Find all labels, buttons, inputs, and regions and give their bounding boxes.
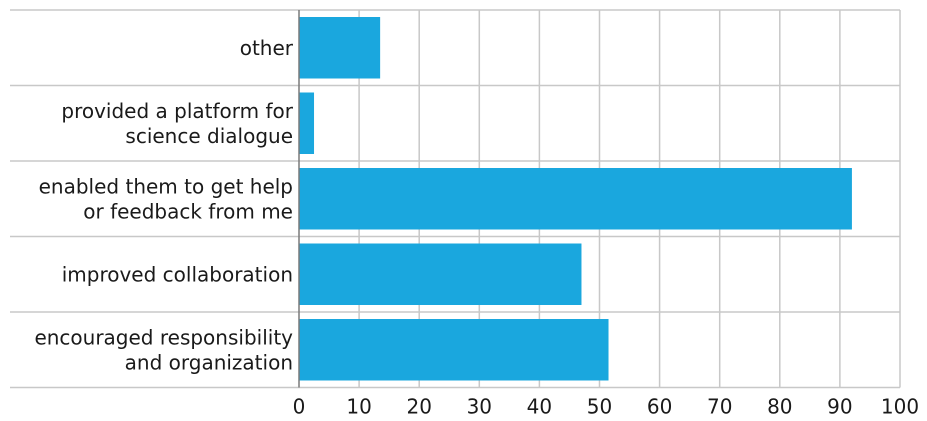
x-tick-label-100: 100 (881, 395, 919, 419)
bar-1 (299, 92, 315, 154)
bar-4 (299, 319, 609, 381)
x-tick-label-90: 90 (827, 395, 852, 419)
x-tick-label-30: 30 (467, 395, 492, 419)
x-tick-label-50: 50 (587, 395, 612, 419)
category-label-4-line-0: encouraged responsibility (34, 325, 293, 349)
category-label-layer: other provided a platform for science dial… (34, 36, 293, 375)
bar-layer (299, 17, 852, 381)
bar-3 (299, 243, 582, 305)
x-tick-label-60: 60 (647, 395, 672, 419)
category-label-1-line-1: science dialogue (125, 124, 293, 148)
x-tick-label-20: 20 (406, 395, 431, 419)
category-label-0-line-0: other (240, 36, 294, 60)
category-label-3: improved collaboration (62, 262, 293, 286)
tick-label-layer: 0 10 20 30 40 50 60 70 80 90 100 (293, 395, 919, 419)
category-label-0: other (240, 36, 294, 60)
x-tick-label-70: 70 (707, 395, 732, 419)
category-label-3-line-0: improved collaboration (62, 262, 293, 286)
x-tick-label-10: 10 (346, 395, 371, 419)
category-label-1-line-0: provided a platform for (61, 99, 293, 123)
category-label-2-line-1: or feedback from me (83, 199, 293, 223)
x-tick-label-40: 40 (527, 395, 552, 419)
category-label-4-line-1: and organization (125, 350, 293, 374)
x-tick-label-80: 80 (767, 395, 792, 419)
x-tick-label-0: 0 (293, 395, 306, 419)
category-label-2-line-0: enabled them to get help (39, 174, 293, 198)
category-label-2: enabled them to get help or feedback from… (39, 174, 293, 223)
category-label-1: provided a platform for science dialogue (61, 99, 293, 148)
bar-0 (299, 17, 381, 79)
bar-2 (299, 168, 852, 230)
category-label-4: encouraged responsibility and organizatio… (34, 325, 293, 374)
